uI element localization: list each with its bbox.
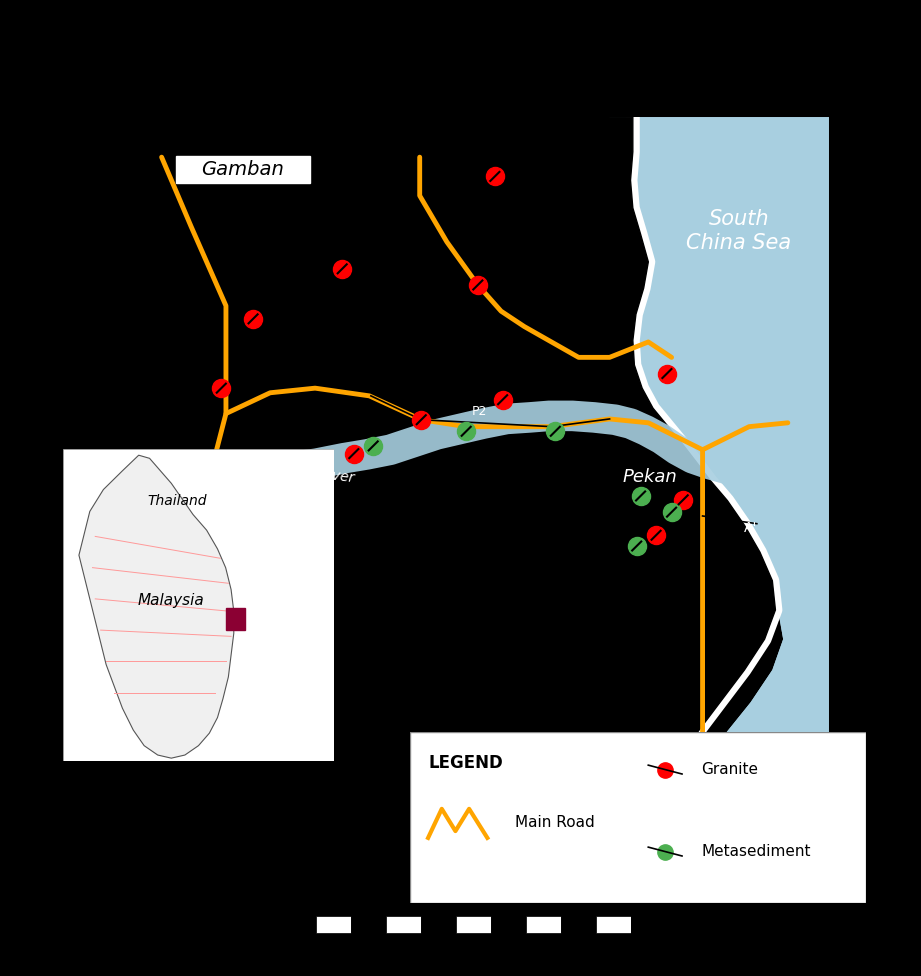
Polygon shape bbox=[115, 117, 775, 869]
FancyBboxPatch shape bbox=[176, 156, 309, 183]
Text: LEGEND: LEGEND bbox=[428, 753, 503, 772]
Text: Metasediment: Metasediment bbox=[702, 844, 811, 859]
Bar bbox=[491, 915, 526, 933]
Polygon shape bbox=[607, 117, 829, 869]
Bar bbox=[526, 915, 561, 933]
Text: Granite: Granite bbox=[702, 762, 759, 777]
Bar bbox=[421, 915, 456, 933]
Text: Gamban: Gamban bbox=[202, 160, 285, 179]
Bar bbox=[226, 608, 245, 630]
Bar bbox=[281, 915, 316, 933]
Text: P2: P2 bbox=[472, 405, 487, 418]
Bar bbox=[561, 915, 596, 933]
Text: Pekan: Pekan bbox=[623, 468, 677, 486]
Text: KL: KL bbox=[162, 496, 177, 508]
Polygon shape bbox=[607, 117, 829, 869]
Bar bbox=[456, 915, 491, 933]
Bar bbox=[596, 915, 631, 933]
Text: Pahang River: Pahang River bbox=[262, 461, 356, 485]
Text: A': A' bbox=[744, 520, 757, 535]
Bar bbox=[386, 915, 421, 933]
Text: South
China Sea: South China Sea bbox=[686, 210, 791, 253]
Bar bbox=[351, 915, 386, 933]
Text: Main Road: Main Road bbox=[515, 815, 594, 830]
Text: Thailand: Thailand bbox=[147, 494, 206, 508]
Polygon shape bbox=[79, 455, 234, 758]
Text: Malaysia: Malaysia bbox=[138, 593, 204, 608]
Bar bbox=[316, 915, 351, 933]
